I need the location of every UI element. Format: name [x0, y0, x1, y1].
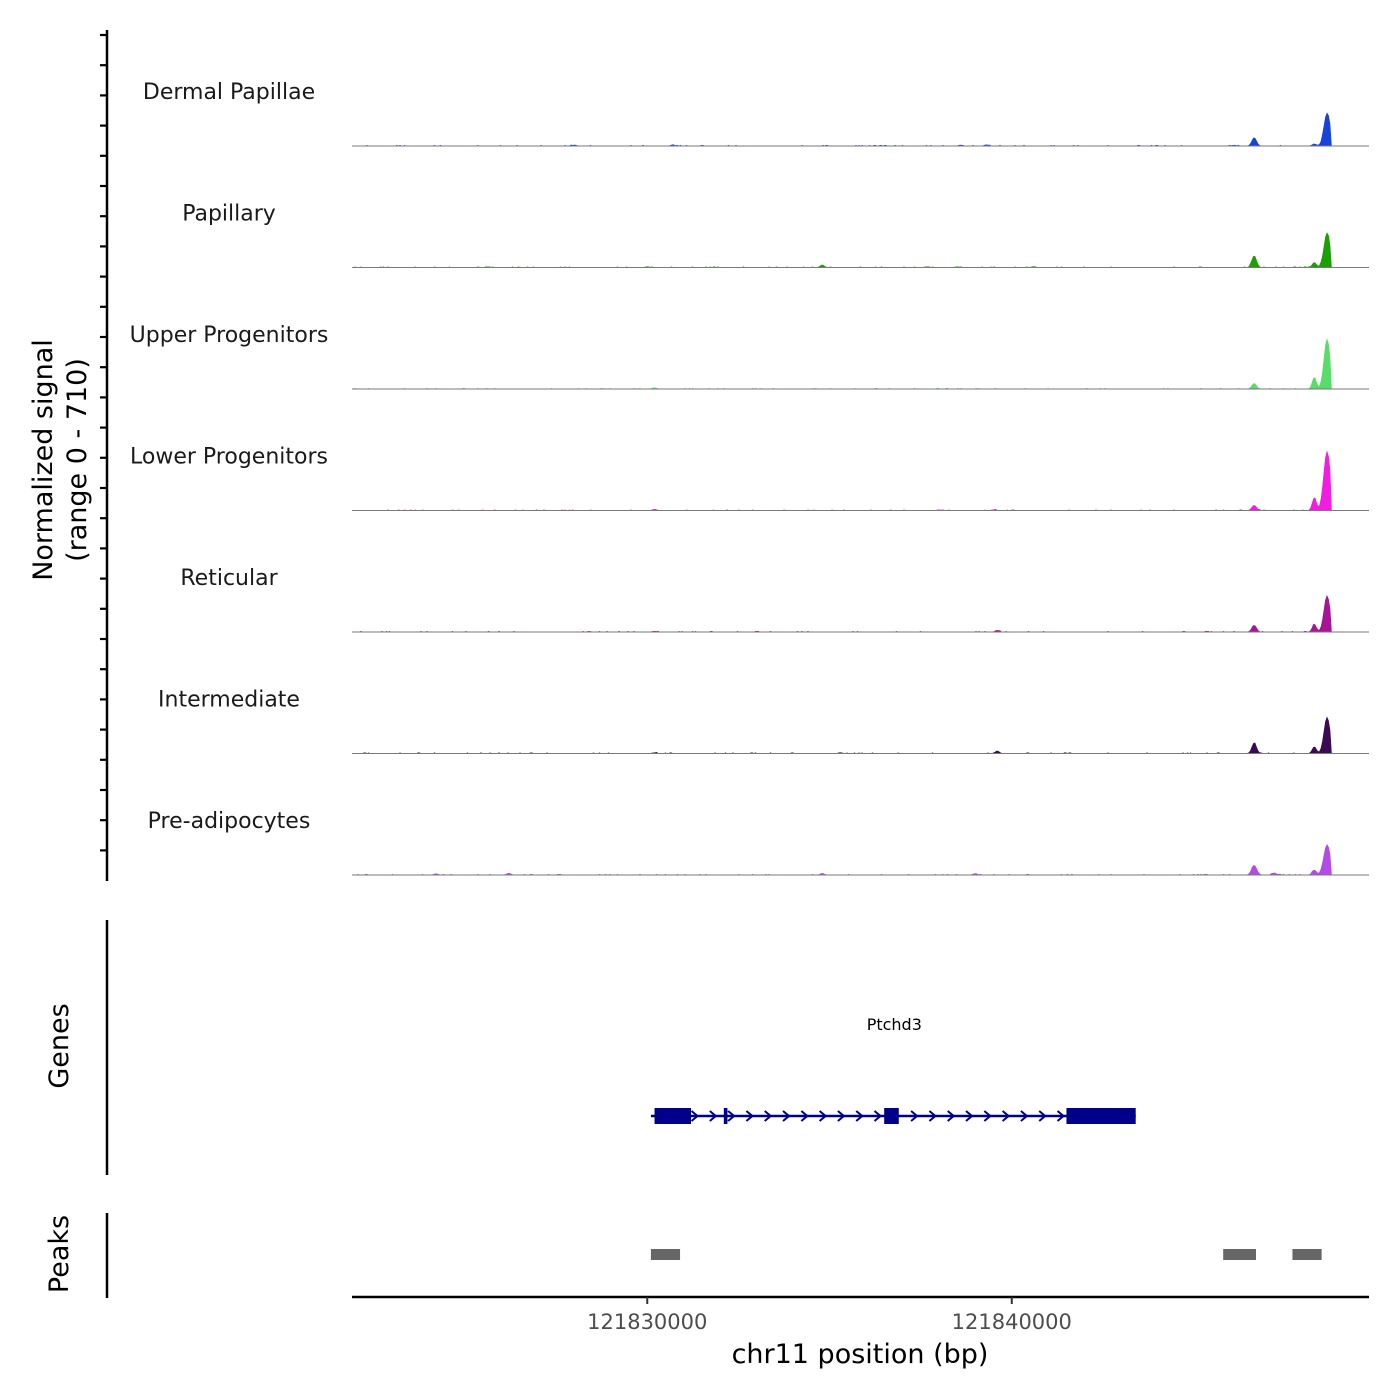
strand-arrow [965, 1110, 974, 1122]
signal-axis-title: Normalized signal (range 0 - 710) [28, 339, 93, 581]
coverage-area [352, 594, 1369, 633]
strand-arrow [1038, 1110, 1047, 1122]
track-label: Upper Progenitors [130, 323, 329, 348]
strand-arrow [782, 1110, 791, 1122]
track-label: Pre-adipocytes [148, 809, 311, 834]
track-label: Reticular [180, 566, 278, 591]
signal-axis-title-line2: (range 0 - 710) [62, 358, 93, 562]
strand-arrow [983, 1110, 992, 1122]
gene-exon [723, 1108, 728, 1124]
strand-arrow [800, 1110, 809, 1122]
genes-axis-title: Genes [44, 1003, 75, 1088]
peak-region [650, 1249, 681, 1260]
strand-arrow [1056, 1110, 1066, 1122]
track-label: Dermal Papillae [143, 80, 315, 105]
track-pre-adipocytes: Pre-adipocytes [148, 809, 1369, 876]
strand-arrow [745, 1110, 754, 1122]
track-intermediate: Intermediate [158, 688, 1369, 754]
strand-arrow [690, 1110, 700, 1122]
coverage-area [352, 450, 1369, 511]
coverage-area [352, 112, 1369, 147]
gene-label: Ptchd3 [867, 1015, 922, 1034]
strand-arrow [855, 1110, 864, 1122]
signal-axis-title-line1: Normalized signal [28, 339, 59, 581]
gene-exon [654, 1108, 691, 1124]
track-label: Lower Progenitors [130, 445, 328, 470]
strand-arrow [709, 1110, 718, 1122]
coverage-area [352, 232, 1369, 268]
peaks-axis-title: Peaks [44, 1215, 75, 1293]
strand-arrow [727, 1110, 736, 1122]
track-label: Intermediate [158, 688, 300, 713]
coverage-area [352, 716, 1369, 754]
strand-arrow [1020, 1110, 1029, 1122]
strand-arrow [837, 1110, 846, 1122]
track-reticular: Reticular [180, 566, 1369, 633]
strand-arrow [928, 1110, 937, 1122]
peak-region [1223, 1249, 1256, 1260]
strand-arrow [764, 1110, 773, 1122]
strand-arrow [818, 1110, 828, 1122]
strand-arrow [947, 1110, 956, 1122]
coverage-area [352, 843, 1369, 876]
x-tick-label: 121840000 [952, 1310, 1072, 1334]
track-label: Papillary [182, 202, 276, 227]
x-axis-ticks: 121830000 121840000 [587, 1297, 1072, 1334]
track-papillary: Papillary [182, 202, 1369, 268]
track-lower-progenitors: Lower Progenitors [130, 445, 1369, 511]
coverage-area [352, 338, 1369, 390]
track-dermal-papillae: Dermal Papillae [143, 80, 1369, 147]
track-upper-progenitors: Upper Progenitors [130, 323, 1369, 390]
coverage-tracks: Dermal Papillae Papillary Upper Progenitor… [130, 80, 1369, 876]
peak-region [1292, 1249, 1322, 1260]
signal-y-ticks [100, 33, 107, 852]
gene-exon [1066, 1108, 1136, 1124]
gene-track: Ptchd3 [650, 1015, 1136, 1124]
peak-track [650, 1249, 1322, 1260]
strand-arrow [910, 1110, 919, 1122]
strand-arrow [1001, 1110, 1011, 1122]
strand-arrow [873, 1110, 883, 1122]
gene-exon [884, 1108, 899, 1124]
x-tick-label: 121830000 [587, 1310, 707, 1334]
x-axis-title: chr11 position (bp) [732, 1339, 989, 1370]
